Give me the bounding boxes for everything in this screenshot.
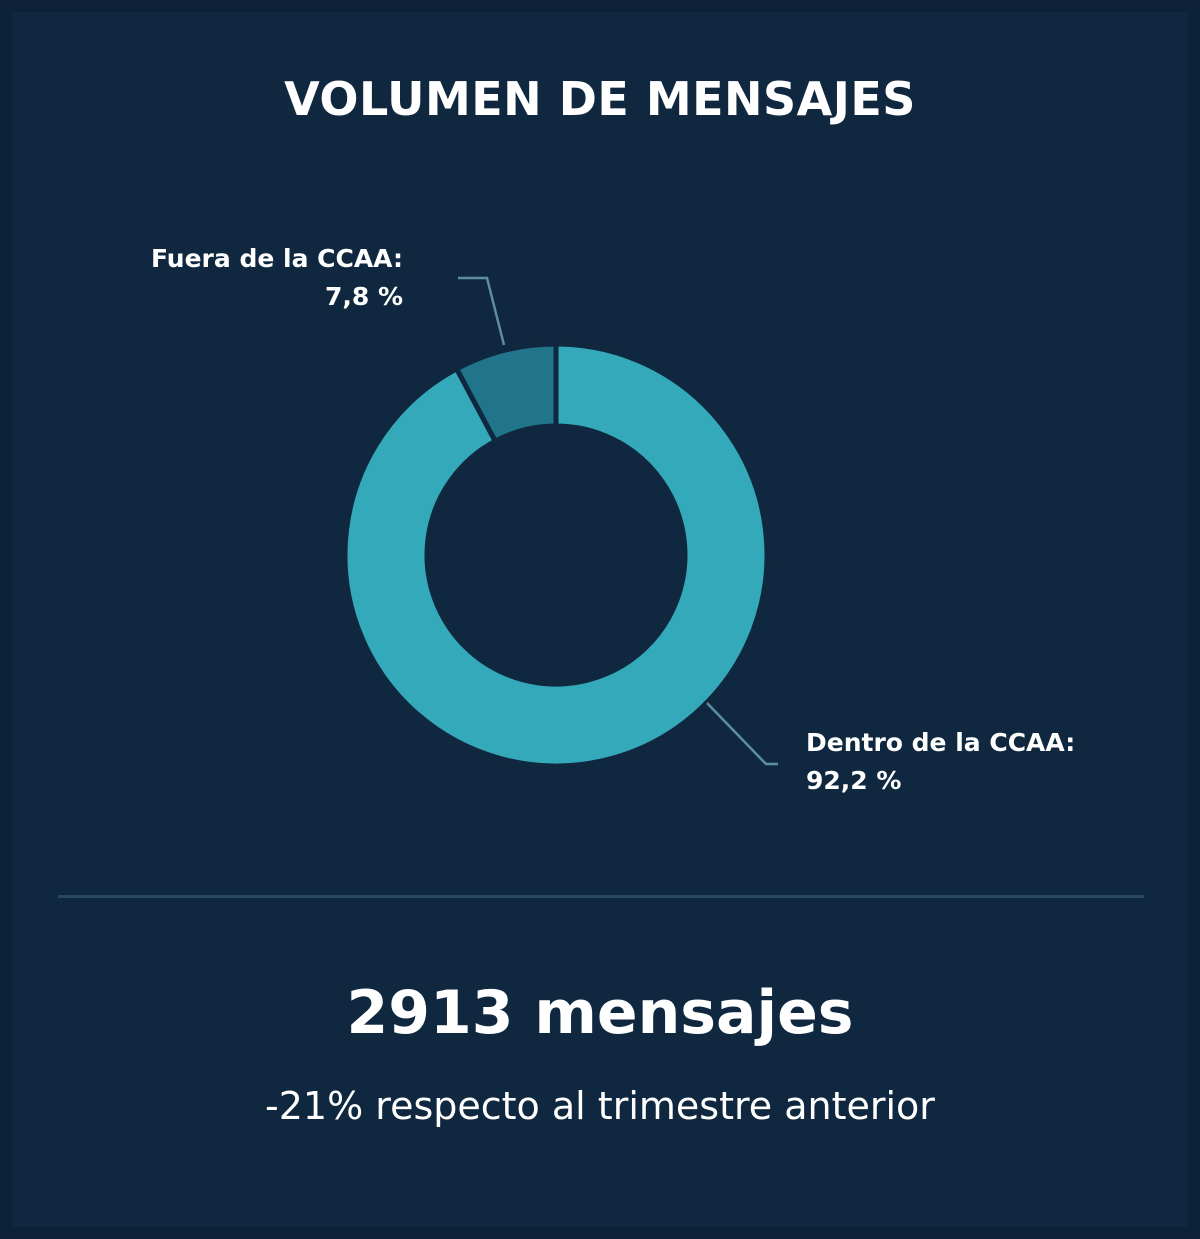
slice-label-dentro-name: Dentro de la CCAA: [806, 728, 1076, 757]
leader-line-fuera [458, 276, 506, 346]
slice-label-dentro-value: 92,2 % [806, 766, 902, 795]
chart-title: VOLUMEN DE MENSAJES [284, 72, 916, 126]
leader-line-dentro [706, 702, 778, 766]
donut-slices [342, 341, 770, 769]
slice-label-fuera: Fuera de la CCAA: 7,8 % [100, 240, 403, 316]
donut-slice-dentro [342, 341, 770, 769]
total-messages: 2913 mensajes [346, 978, 854, 1048]
slice-label-dentro: Dentro de la CCAA: 92,2 % [806, 724, 1075, 800]
slice-label-fuera-value: 7,8 % [324, 282, 403, 311]
donut-slice-fuera [453, 341, 559, 445]
chart-card [12, 12, 1188, 1227]
slice-label-fuera-name: Fuera de la CCAA: [150, 244, 403, 273]
divider [58, 895, 1144, 898]
quarter-change: -21% respecto al trimestre anterior [265, 1084, 935, 1128]
